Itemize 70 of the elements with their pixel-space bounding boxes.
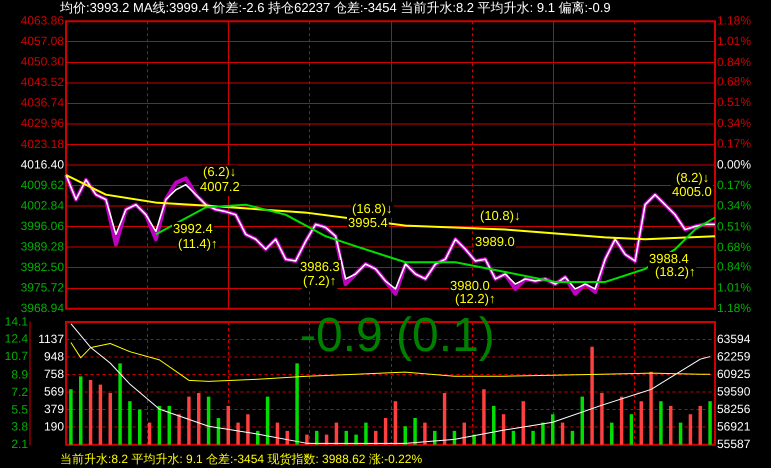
y2-tick-label: 0.84% [717,260,752,274]
annotation: 3988.4 [649,251,689,266]
y3-tick-label: 8.9 [11,368,28,382]
y2-tick-label: 0.68% [717,74,752,88]
annotation: 3989.0 [475,234,515,250]
y-tick-label: 3975.72 [20,280,64,295]
y2-tick-label: 0.17% [717,178,752,192]
y2-tick-label: 1.18% [717,301,752,316]
y-tick-label: 3996.06 [20,218,64,233]
y-tick-label: 379 [44,402,64,416]
y2-tick-label: 0.68% [717,240,752,254]
y-tick-label: 948 [44,349,64,364]
y3-tick-label: 7.2 [11,384,28,399]
annotation: 3992.4 [173,221,213,236]
annotation: (8.2)↓ [676,170,710,186]
y3-tick-label: 5.5 [11,402,28,416]
y-tick-label: 4057.08 [20,34,64,48]
y-tick-label: 3982.50 [20,260,64,274]
annotation: 4005.0 [672,184,712,200]
annotation: 3986.3 [300,259,340,274]
y-tick-label: 758 [44,366,64,381]
annotation: (10.8)↓ [480,208,520,224]
annotation: 3995.4 [348,215,388,230]
y-tick-label: 4016.40 [20,157,64,172]
y2-tick-label: 0.17% [717,136,752,151]
y-tick-label: 4023.18 [20,136,64,151]
annotation: (6.2)↓ [203,164,236,180]
y3-tick-label: 2.1 [11,437,28,452]
y-tick-label: 4050.30 [20,54,64,69]
y-tick-label: 190 [44,420,64,434]
y2-tick-label: 0.34% [717,116,752,130]
chart-title: 均价:3993.2 MA线:3999.4 价差:-2.6 持仓62237 仓差:-3454 当前升水:8.2 平均升水: 9.1 偏离:-0.9 [60,0,611,16]
y2-tick-label: 60925 [717,366,751,381]
y2-tick-label: 0.34% [717,198,752,213]
y-tick-label: 3968.94 [20,301,64,316]
annotation: (7.2)↑ [303,273,336,288]
y2-tick-label: 1.01% [717,34,752,48]
y-tick-label: 4043.52 [20,75,64,90]
y-tick-label: 1137 [38,332,64,346]
y-tick-label: 4063.86 [20,14,64,28]
y2-tick-label: 59590 [717,384,751,398]
annotation: (18.2)↑ [655,264,696,280]
y-tick-label: 4036.74 [20,96,64,110]
y3-tick-label: 14.1 [4,314,28,328]
y3-tick-label: 3.8 [11,420,28,434]
annotation: 4007.2 [200,179,240,194]
y2-tick-label: 55587 [717,437,751,452]
y-tick-label: 4002.84 [20,198,64,212]
y3-tick-label: 10.7 [4,349,28,364]
y2-tick-label: 62259 [717,349,751,364]
text: 当前升水:8.2 平均升水: 9.1 仓差:-3454 现货指数: 3988.62 涨:-0.22% [60,452,422,467]
y2-tick-label: 1.01% [717,280,752,294]
annotation: (11.4)↑ [178,236,218,252]
y2-tick-label: 0.51% [717,95,752,110]
y3-tick-label: 12.4 [4,332,28,346]
y-tick-label: 3989.28 [20,239,64,254]
y-tick-label: 569 [44,384,64,398]
y2-tick-label: 56921 [717,420,751,434]
annotation: 3980.0 [450,278,490,294]
y2-tick-label: 0.84% [717,54,752,69]
y2-tick-label: 0.51% [717,219,752,234]
annotation: (12.2)↑ [455,291,496,306]
y2-tick-label: 1.18% [717,14,752,28]
y-tick-label: 4029.96 [20,116,64,130]
annotation: (16.8)↓ [352,201,392,216]
y2-tick-label: 58256 [717,402,751,416]
y2-tick-label: 0.00% [717,157,752,172]
y-tick-label: 4009.62 [20,178,64,192]
annotation: -0.9 (0.1) [300,309,495,362]
y2-tick-label: 63594 [717,332,751,346]
